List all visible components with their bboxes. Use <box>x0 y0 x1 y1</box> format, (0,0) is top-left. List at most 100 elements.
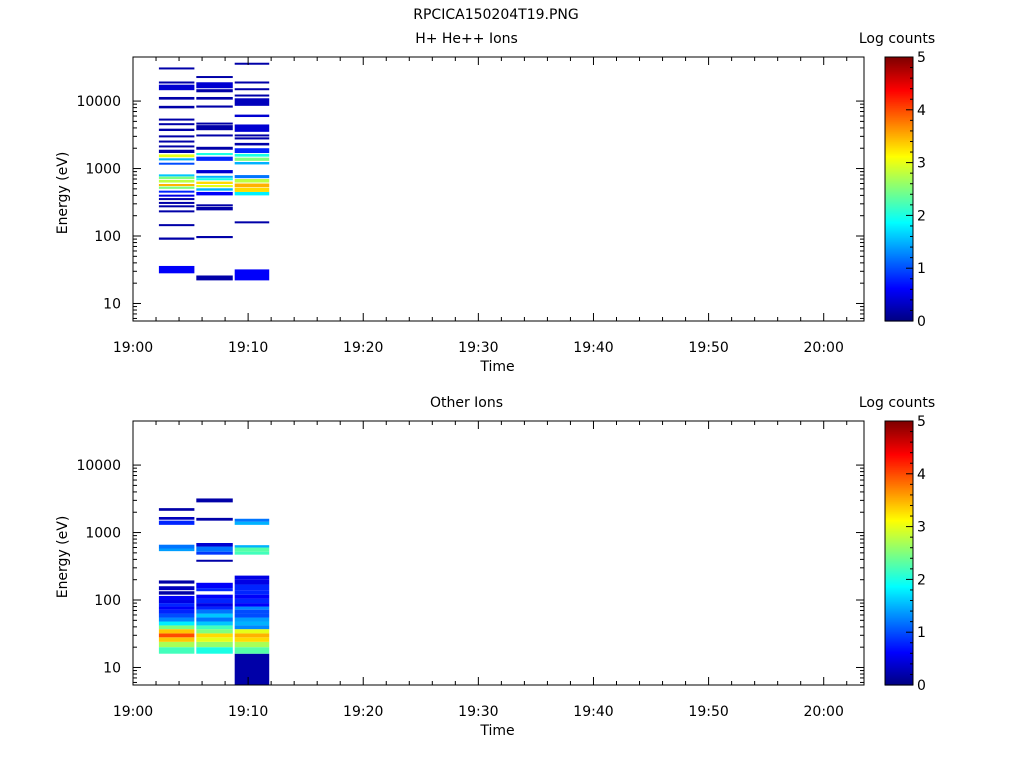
colorbar-segment <box>885 541 913 544</box>
colorbar-segment <box>885 197 913 200</box>
heatmap-cell <box>196 546 233 552</box>
colorbar-segment <box>885 563 913 566</box>
colorbar-segment <box>885 511 913 514</box>
colorbar-segment <box>885 587 913 590</box>
colorbar-segment <box>885 607 913 610</box>
heatmap-cell <box>158 179 195 183</box>
heatmap-cell <box>234 187 270 192</box>
x-tick-label: 19:00 <box>113 340 153 356</box>
colorbar-segment <box>885 117 913 120</box>
colorbar-segment <box>885 101 913 104</box>
colorbar-segment <box>885 219 913 222</box>
colorbar-segment <box>885 527 913 530</box>
heatmap-cell <box>196 621 233 626</box>
colorbar-segment <box>885 619 913 622</box>
heatmap-cell <box>196 588 233 592</box>
colorbar-segment <box>885 621 913 624</box>
colorbar-segment <box>885 285 913 288</box>
colorbar-segment <box>885 463 913 466</box>
heatmap-cell <box>158 186 195 189</box>
colorbar-segment <box>885 537 913 540</box>
colorbar-tick-label: 1 <box>917 625 926 641</box>
heatmap-cell <box>234 590 270 595</box>
colorbar-segment <box>885 83 913 86</box>
colorbar-segment <box>885 427 913 430</box>
colorbar-segment <box>885 671 913 674</box>
heatmap-cell <box>196 89 233 93</box>
colorbar-segment <box>885 493 913 496</box>
heatmap-cell <box>158 198 195 201</box>
colorbar-segment <box>885 471 913 474</box>
x-axis-label: Time <box>479 723 514 739</box>
heatmap-cell <box>234 191 270 196</box>
heatmap-cell <box>196 122 233 125</box>
colorbar-segment <box>885 483 913 486</box>
colorbar-segment <box>885 109 913 112</box>
heatmap-cell <box>158 205 195 208</box>
colorbar-segment <box>885 609 913 612</box>
colorbar-segment <box>885 461 913 464</box>
heatmap-cell <box>196 594 233 599</box>
heatmap-cell <box>158 580 195 584</box>
colorbar-segment <box>885 613 913 616</box>
heatmap-cell <box>196 606 233 610</box>
colorbar-segment <box>885 161 913 164</box>
heatmap-cell <box>234 545 270 548</box>
heatmap-cell <box>196 156 233 161</box>
colorbar-segment <box>885 105 913 108</box>
colorbar-segment <box>885 151 913 154</box>
heatmap-cell <box>158 613 195 618</box>
colorbar-segment <box>885 457 913 460</box>
colorbar-segment <box>885 659 913 662</box>
colorbar-segment <box>885 131 913 134</box>
heatmap-cell <box>158 595 195 601</box>
heatmap-cell <box>196 603 233 607</box>
heatmap-cell <box>234 647 270 654</box>
colorbar-segment <box>885 425 913 428</box>
heatmap-cell <box>158 135 195 138</box>
heatmap-cell <box>234 124 270 132</box>
x-tick-label: 20:00 <box>804 340 844 356</box>
heatmap-cell <box>158 508 195 511</box>
heatmap-cell <box>158 162 195 165</box>
colorbar-segment <box>885 233 913 236</box>
colorbar-segment <box>885 599 913 602</box>
colorbar-segment <box>885 305 913 308</box>
colorbar-segment <box>885 279 913 282</box>
colorbar-segment <box>885 137 913 140</box>
heatmap-cell <box>234 625 270 630</box>
colorbar-segment <box>885 247 913 250</box>
heatmap-cell <box>234 221 270 224</box>
heatmap-cell <box>234 617 270 622</box>
colorbar-segment <box>885 557 913 560</box>
colorbar-segment <box>885 525 913 528</box>
colorbar-segment <box>885 581 913 584</box>
colorbar-segment <box>885 533 913 536</box>
heatmap-cell <box>196 185 233 188</box>
heatmap-cell <box>234 518 270 522</box>
colorbar-segment <box>885 183 913 186</box>
heatmap-cell <box>196 152 233 156</box>
colorbar-segment <box>885 259 913 262</box>
colorbar-segment <box>885 495 913 498</box>
heatmap-cell <box>158 600 195 604</box>
heatmap-cell <box>158 123 195 126</box>
colorbar-segment <box>885 459 913 462</box>
heatmap-cell <box>158 591 195 595</box>
heatmap-cell <box>196 134 233 137</box>
colorbar-segment <box>885 141 913 144</box>
heatmap-cell <box>196 582 233 589</box>
colorbar-segment <box>885 311 913 314</box>
colorbar-segment <box>885 193 913 196</box>
colorbar-segment <box>885 521 913 524</box>
colorbar-segment <box>885 237 913 240</box>
colorbar-segment <box>885 579 913 582</box>
colorbar-segment <box>885 315 913 318</box>
colorbar-tick-label: 2 <box>917 572 926 588</box>
colorbar-segment <box>885 633 913 636</box>
colorbar-tick-label: 2 <box>917 208 926 224</box>
heatmap-cell <box>158 96 195 100</box>
colorbar-segment <box>885 643 913 646</box>
colorbar-segment <box>885 143 913 146</box>
colorbar-segment <box>885 583 913 586</box>
